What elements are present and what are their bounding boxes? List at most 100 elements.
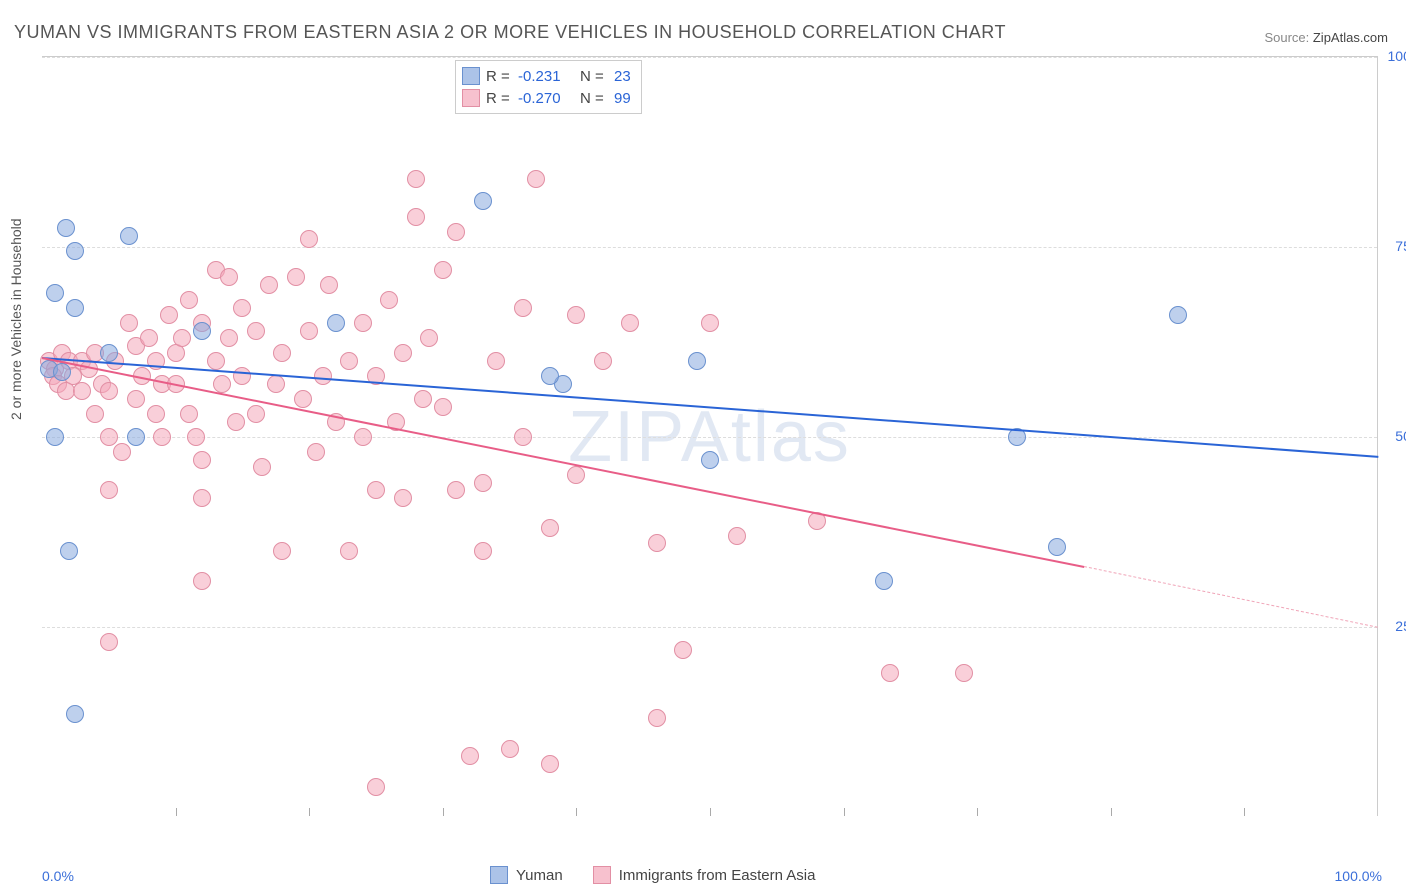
scatter-point (514, 428, 532, 446)
scatter-point (46, 428, 64, 446)
scatter-point (674, 641, 692, 659)
scatter-point (273, 344, 291, 362)
scatter-point (367, 481, 385, 499)
x-axis-max-label: 100.0% (1335, 868, 1382, 884)
scatter-point (120, 314, 138, 332)
scatter-point (701, 451, 719, 469)
source-value: ZipAtlas.com (1313, 30, 1388, 45)
scatter-point (46, 284, 64, 302)
scatter-point (367, 778, 385, 796)
scatter-point (434, 398, 452, 416)
scatter-point (648, 534, 666, 552)
scatter-point (541, 367, 559, 385)
grid-line (42, 627, 1377, 628)
scatter-point (213, 375, 231, 393)
scatter-point (100, 481, 118, 499)
scatter-point (86, 405, 104, 423)
scatter-point (57, 219, 75, 237)
scatter-point (220, 268, 238, 286)
scatter-point (233, 367, 251, 385)
scatter-point (567, 306, 585, 324)
scatter-point (541, 755, 559, 773)
x-tick (710, 808, 711, 816)
scatter-point (227, 413, 245, 431)
scatter-point (247, 322, 265, 340)
scatter-point (487, 352, 505, 370)
grid-line (42, 247, 1377, 248)
scatter-point (474, 474, 492, 492)
y-axis-label: 2 or more Vehicles in Household (8, 218, 24, 420)
series-legend: Yuman Immigrants from Eastern Asia (490, 866, 815, 884)
legend-label-eastasia: Immigrants from Eastern Asia (619, 867, 816, 884)
scatter-point (447, 481, 465, 499)
x-tick (176, 808, 177, 816)
scatter-point (300, 230, 318, 248)
scatter-point (66, 242, 84, 260)
x-tick (443, 808, 444, 816)
source-attribution: Source: ZipAtlas.com (1264, 30, 1388, 45)
scatter-point (127, 428, 145, 446)
scatter-point (253, 458, 271, 476)
scatter-point (273, 542, 291, 560)
swatch-blue (490, 866, 508, 884)
scatter-point (407, 170, 425, 188)
scatter-point (527, 170, 545, 188)
n-value-eastasia: 99 (614, 90, 631, 107)
scatter-point (434, 261, 452, 279)
legend-row-yuman: R = -0.231 N = 23 (462, 65, 631, 87)
scatter-point (701, 314, 719, 332)
scatter-point (207, 352, 225, 370)
n-label: N = (580, 68, 608, 85)
scatter-point (147, 405, 165, 423)
scatter-point (340, 352, 358, 370)
scatter-point (180, 291, 198, 309)
x-tick (1111, 808, 1112, 816)
scatter-point (247, 405, 265, 423)
legend-label-yuman: Yuman (516, 867, 563, 884)
scatter-point (113, 443, 131, 461)
scatter-point (160, 306, 178, 324)
swatch-pink (462, 89, 480, 107)
scatter-point (340, 542, 358, 560)
scatter-point (420, 329, 438, 347)
scatter-point (127, 390, 145, 408)
scatter-point (140, 329, 158, 347)
r-label: R = (486, 68, 512, 85)
scatter-point (53, 363, 71, 381)
scatter-point (541, 519, 559, 537)
scatter-point (260, 276, 278, 294)
r-label: R = (486, 90, 512, 107)
scatter-point (193, 451, 211, 469)
x-tick (309, 808, 310, 816)
x-axis-min-label: 0.0% (42, 868, 74, 884)
scatter-point (394, 489, 412, 507)
scatter-point (881, 664, 899, 682)
scatter-point (294, 390, 312, 408)
legend-item-eastasia: Immigrants from Eastern Asia (593, 866, 816, 884)
swatch-pink (593, 866, 611, 884)
r-value-yuman: -0.231 (518, 68, 574, 85)
scatter-point (394, 344, 412, 362)
scatter-point (100, 344, 118, 362)
source-label: Source: (1264, 30, 1312, 45)
scatter-point (120, 227, 138, 245)
legend-row-eastasia: R = -0.270 N = 99 (462, 87, 631, 109)
scatter-point (474, 192, 492, 210)
scatter-point (187, 428, 205, 446)
chart-title: YUMAN VS IMMIGRANTS FROM EASTERN ASIA 2 … (14, 22, 1006, 43)
scatter-point (220, 329, 238, 347)
scatter-point (955, 664, 973, 682)
scatter-point (100, 633, 118, 651)
scatter-point (300, 322, 318, 340)
scatter-point (501, 740, 519, 758)
scatter-point (728, 527, 746, 545)
grid-line (42, 437, 1377, 438)
scatter-point (380, 291, 398, 309)
scatter-point (648, 709, 666, 727)
scatter-point (461, 747, 479, 765)
y-tick-label: 25.0% (1395, 618, 1406, 634)
scatter-point (514, 299, 532, 317)
scatter-point (354, 428, 372, 446)
r-value-eastasia: -0.270 (518, 90, 574, 107)
scatter-chart: ZIPAtlas 25.0%50.0%75.0%100.0% (42, 56, 1378, 816)
